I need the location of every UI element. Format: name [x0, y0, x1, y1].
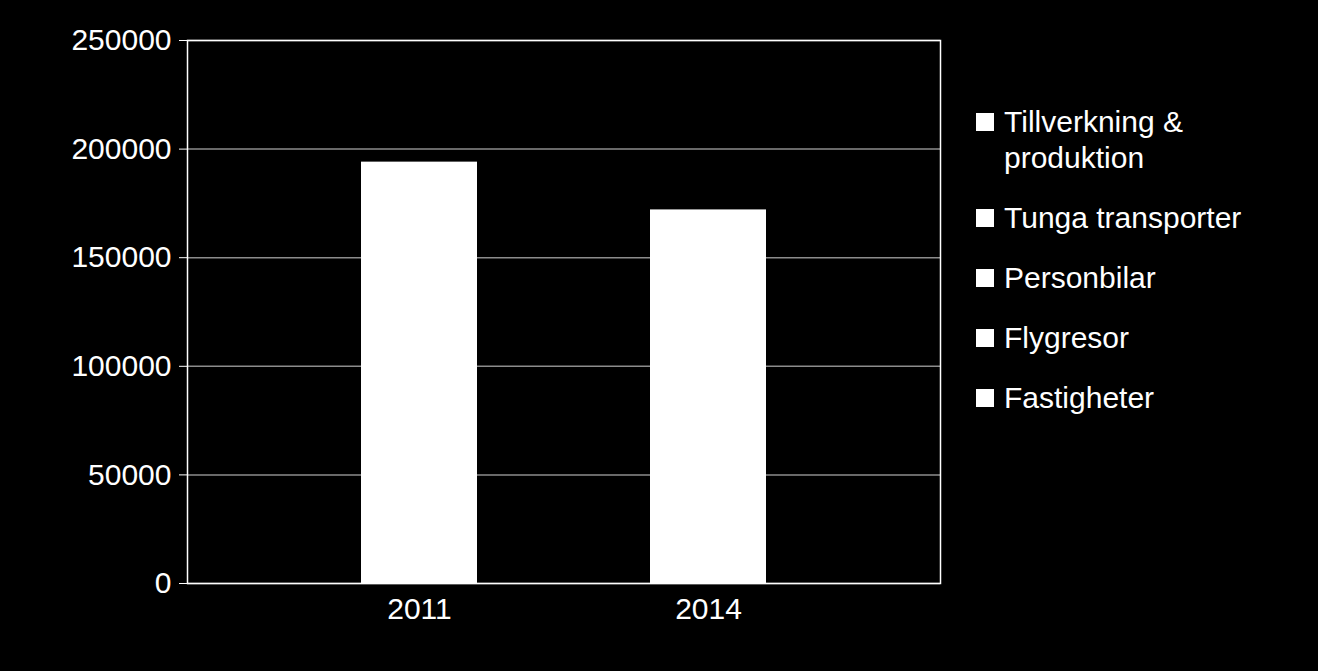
html-text:Fastigheter: Fastigheter	[1004, 381, 1155, 414]
svg-text:150000: 150000	[71, 240, 171, 273]
html-text:Tillverkning & produktion: Tillverkning & produktion	[1004, 105, 1183, 174]
svg-text:250000: 250000	[71, 23, 171, 56]
svg-text:100000: 100000	[71, 349, 171, 382]
svg-text:200000: 200000	[71, 132, 171, 165]
svg-text:50000: 50000	[88, 458, 171, 491]
html-text:Flygresor: Flygresor	[1004, 321, 1129, 354]
html-text:Tunga transporter: Tunga transporter	[1004, 201, 1242, 234]
html-text:Personbilar: Personbilar	[1004, 261, 1156, 294]
svg-text:2014: 2014	[675, 592, 742, 625]
svg-text:2011: 2011	[387, 592, 452, 625]
svg-text:0: 0	[155, 566, 172, 599]
